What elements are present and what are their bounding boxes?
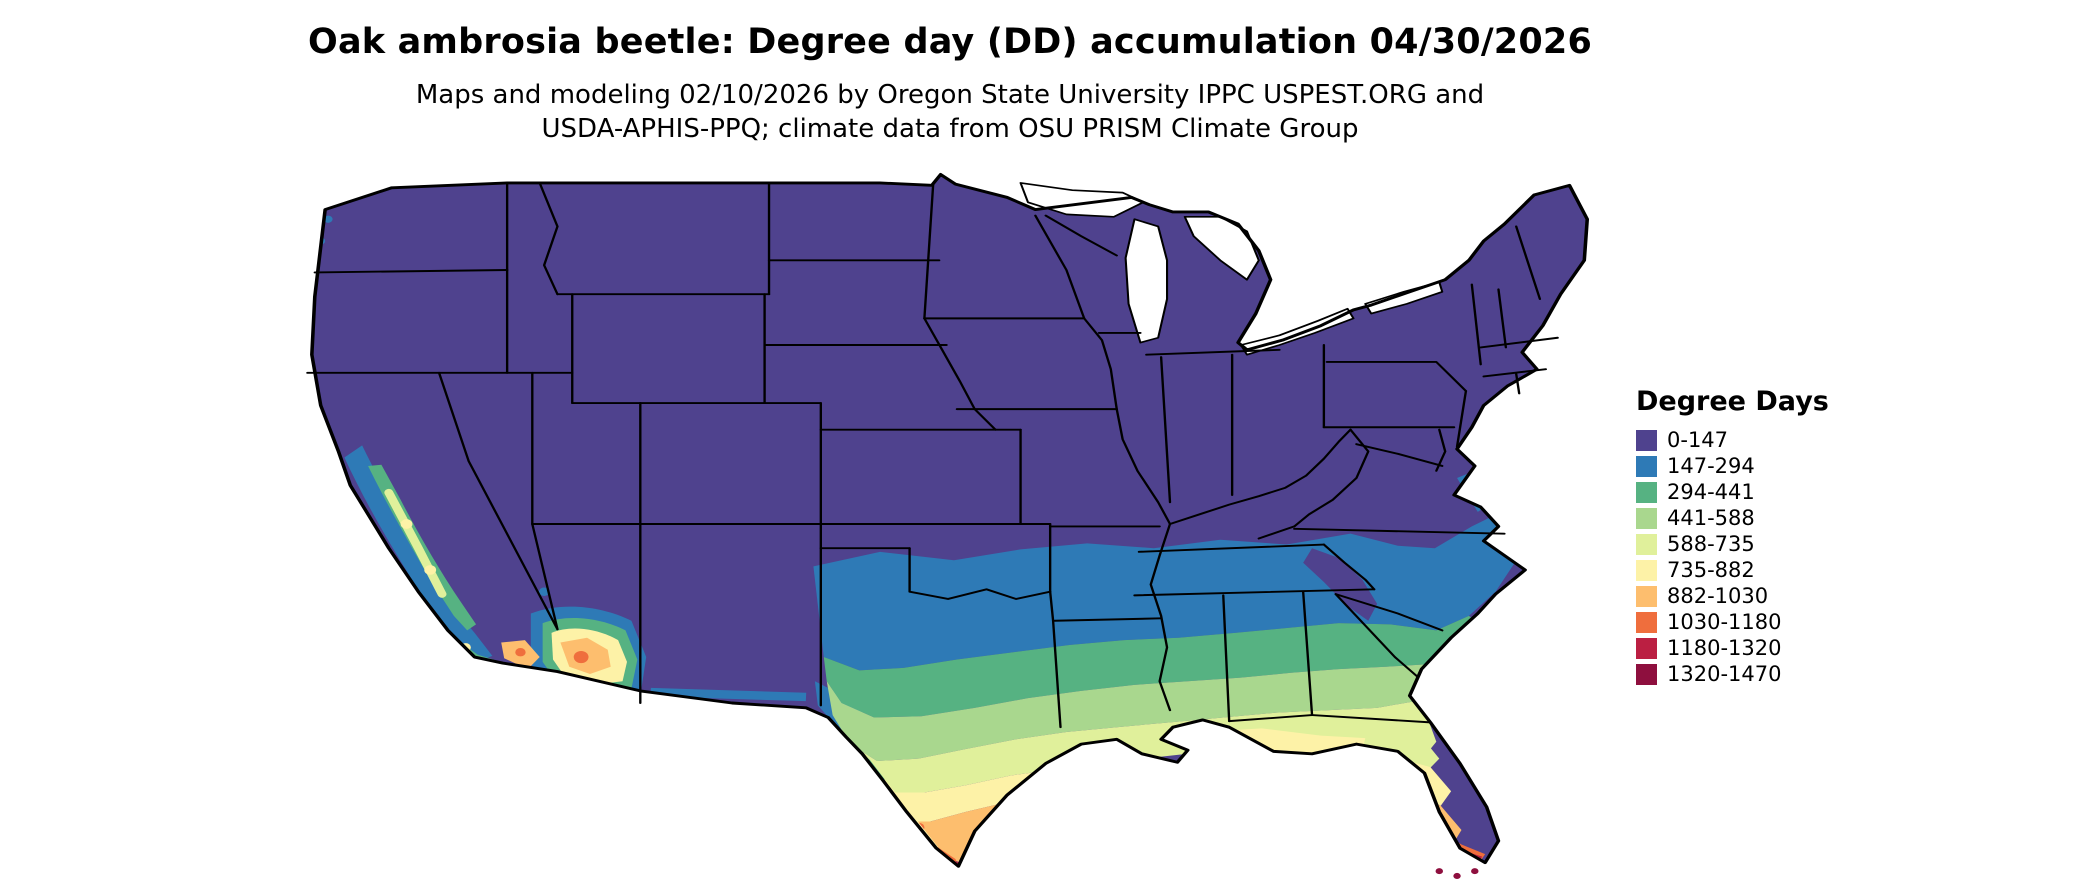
legend-item: 294-441 [1636,479,1829,505]
legend-item: 1320-1470 [1636,661,1829,687]
keys-speck-2 [1453,872,1461,879]
legend-swatch [1636,507,1657,529]
band-147-294-nevada-speck [538,587,550,596]
florida-keys [1435,868,1479,879]
legend-label: 294-441 [1667,480,1755,504]
band-294-441-south [823,615,1484,718]
legend-item: 0-147 [1636,427,1829,453]
lake-michigan [1124,218,1169,344]
legend-label: 1320-1470 [1667,662,1782,686]
legend-swatch [1636,429,1657,451]
legend-swatch [1636,637,1657,659]
legend-item: 1030-1180 [1636,609,1829,635]
legend-title: Degree Days [1636,386,1829,417]
legend-swatch [1636,585,1657,607]
band-147-294-south [813,511,1527,671]
lake-ontario [1364,281,1444,315]
legend-item: 1180-1320 [1636,635,1829,661]
legend-label: 882-1030 [1667,584,1769,608]
legend-item: 735-882 [1636,557,1829,583]
state-borders [306,181,1559,729]
band-588-735-south [847,700,1437,793]
legend-swatch [1636,663,1657,685]
us-outline [310,173,1590,868]
band-735-882-ca-speck2 [424,565,437,575]
legend-label: 1180-1320 [1667,636,1782,660]
subtitle-line-2: USDA-APHIS-PPQ; climate data from OSU PR… [541,114,1359,144]
legend-label: 441-588 [1667,506,1755,530]
subtitle-line-1: Maps and modeling 02/10/2026 by Oregon S… [415,80,1485,110]
legend-swatch [1636,481,1657,503]
legend-swatch [1636,559,1657,581]
legend-swatch [1636,455,1657,477]
keys-speck-1 [1435,868,1443,875]
legend-swatch [1636,611,1657,633]
legend-items: 0-147 147-294 294-441 441-588 588-735 73… [1636,427,1829,687]
band-1030-1180-imperial-speck [515,647,526,657]
page-title: Oak ambrosia beetle: Degree day (DD) acc… [307,22,1593,62]
us-map-svg [306,173,1590,879]
band-147-294-new-mexico-fringe [650,687,807,702]
legend-label: 735-882 [1667,558,1755,582]
keys-speck-3 [1471,868,1479,875]
band-441-588-south [826,664,1443,762]
appalachian-ridge [1303,548,1378,621]
page-subtitle: Maps and modeling 02/10/2026 by Oregon S… [0,78,1900,146]
legend-item: 882-1030 [1636,583,1829,609]
legend-item: 147-294 [1636,453,1829,479]
legend-label: 0-147 [1667,428,1729,452]
band-1030-1180-arizona-speck [573,650,589,664]
legend-swatch [1636,533,1657,555]
legend-label: 147-294 [1667,454,1755,478]
legend-item: 441-588 [1636,505,1829,531]
legend-item: 588-735 [1636,531,1829,557]
band-588-735-central-valley [384,488,447,598]
us-degree-day-map [300,166,1605,882]
legend-label: 1030-1180 [1667,610,1782,634]
band-735-882-ca-speck1 [400,519,413,529]
band-588-735-florida [1383,730,1440,771]
legend-label: 588-735 [1667,532,1755,556]
legend: Degree Days 0-147 147-294 294-441 441-58… [1636,386,1829,687]
